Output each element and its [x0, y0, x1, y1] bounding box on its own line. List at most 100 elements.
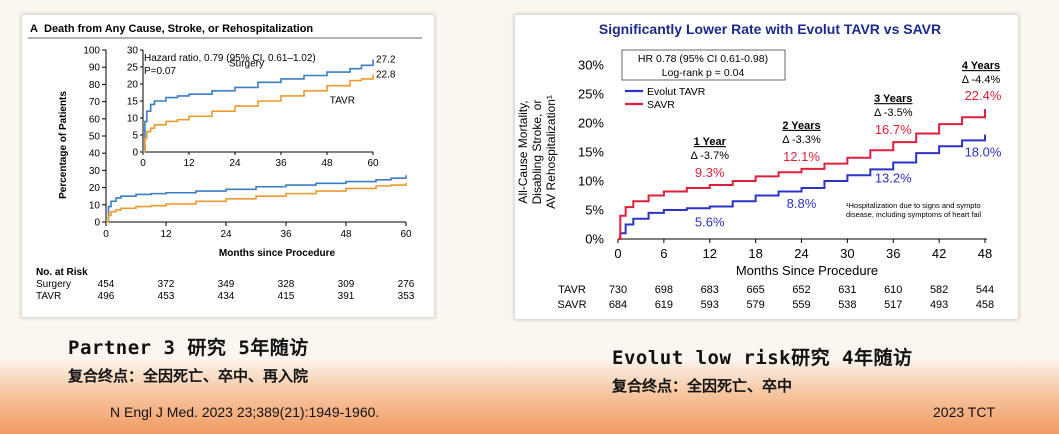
delta-year-label: 1 Year [694, 136, 727, 148]
x-tick-label: 36 [886, 246, 900, 261]
right-caption-title: Evolut low risk研究 4年随访 [612, 347, 913, 369]
chart-title: Death from Any Cause, Stroke, or Rehospi… [44, 23, 313, 35]
citation-text: N Engl J Med. 2023 23;389(21):1949-1960. [110, 404, 380, 420]
x-tick-label: 0 [614, 246, 621, 261]
y-tick-label: 50 [89, 132, 101, 143]
risk-cell: 517 [884, 299, 902, 311]
risk-row-label: SAVR [557, 299, 586, 311]
risk-cell: 683 [701, 284, 719, 296]
inset-y-tick-label: 15 [127, 97, 139, 108]
y-tick-label: 80 [89, 80, 101, 91]
series-line-savr [618, 109, 986, 240]
delta-value-label: Δ -3.7% [690, 150, 729, 162]
risk-cell: 610 [884, 284, 902, 296]
risk-cell: 698 [655, 284, 673, 296]
risk-table: TAVR 730 698 683 665 652 631 610 582 544 SAVR 684 61… [557, 284, 994, 311]
inset-background [143, 46, 413, 170]
risk-cell: 493 [930, 299, 948, 311]
series-line-surgery [106, 175, 407, 223]
risk-cell: 372 [158, 279, 175, 290]
y-tick-label: 25% [578, 87, 604, 102]
x-tick-label: 42 [932, 246, 946, 261]
tavr-value-label: 8.8% [787, 196, 817, 211]
x-axis-label: Months Since Procedure [736, 263, 878, 278]
y-tick-label: 100 [83, 46, 100, 57]
legend-label-savr: SAVR [647, 99, 675, 111]
inset-series-label-surgery: Surgery [229, 58, 264, 69]
savr-value-label: 16.7% [875, 122, 912, 137]
risk-cell: 684 [609, 299, 627, 311]
delta-year-label: 4 Years [962, 60, 1000, 72]
x-tick-label: 24 [220, 229, 232, 240]
main-plot: 0% 5% 10% 15% 20% 25% 30% 0 6 12 18 24 30 36 42 48 5.6% 8… [578, 58, 1002, 262]
y-axis-label-line: Disabling Stroke, or [530, 100, 544, 205]
tavr-value-label: 5.6% [695, 215, 725, 230]
risk-cell: 631 [838, 284, 856, 296]
tavr-value-label: 18.0% [965, 145, 1002, 160]
footnote-line-2: disease, including symptoms of heart fai… [846, 210, 981, 219]
inset-x-tick-label: 0 [140, 158, 146, 169]
hazard-ratio-text: Hazard ratio, 0.79 (95% CI, 0.61–1.02) [144, 53, 316, 64]
inset-series-label-tavr: TAVR [330, 96, 355, 107]
risk-cell: 353 [398, 291, 415, 302]
risk-cell: 579 [746, 299, 764, 311]
risk-cell: 309 [338, 279, 355, 290]
x-tick-label: 6 [660, 246, 667, 261]
risk-cell: 454 [98, 279, 115, 290]
risk-cell: 458 [976, 299, 994, 311]
inset-plot: 0 5 10 15 20 25 30 0 12 24 36 48 60 27.2 22.8 Surgery TA… [127, 46, 413, 170]
y-tick-label: 30% [578, 58, 604, 73]
y-axis-label-line: All-Cause Mortality, [516, 100, 530, 203]
savr-value-label: 9.3% [695, 165, 725, 180]
left-caption-title: Partner 3 研究 5年随访 [68, 337, 309, 359]
footnote-line-1: ¹Hospitalization due to signs and sympto [846, 201, 981, 210]
evolut-chart-panel: Significantly Lower Rate with Evolut TAV… [514, 14, 1019, 320]
series-line-evolut-tavr [618, 134, 986, 240]
delta-year-label: 3 Years [874, 93, 912, 105]
hr-box [621, 49, 786, 81]
y-axis-label: All-Cause Mortality, Disabling Stroke, or… [516, 95, 558, 209]
x-tick-label: 0 [103, 229, 109, 240]
inset-x-tick-label: 60 [367, 158, 379, 169]
inset-end-value-surgery: 27.2 [376, 55, 396, 66]
risk-cell: 496 [98, 291, 115, 302]
x-tick-label: 48 [340, 229, 352, 240]
risk-cell: 665 [746, 284, 764, 296]
delta-value-label: Δ -3.5% [874, 107, 913, 119]
risk-cell: 730 [609, 284, 627, 296]
tavr-value-label: 13.2% [875, 170, 912, 185]
right-caption-subtitle: 复合终点：全因死亡、卒中 [612, 377, 793, 395]
y-tick-label: 20% [578, 116, 604, 131]
x-tick-label: 48 [978, 246, 992, 261]
risk-row-label: Surgery [36, 279, 71, 290]
y-tick-label: 10% [578, 174, 604, 189]
risk-cell: 652 [792, 284, 810, 296]
x-tick-label: 12 [703, 246, 717, 261]
risk-cell: 619 [655, 299, 673, 311]
inset-end-value-tavr: 22.8 [376, 69, 396, 80]
delta-value-label: Δ -4.4% [962, 74, 1001, 86]
y-tick-label: 10 [89, 200, 101, 211]
inset-x-tick-label: 24 [229, 158, 241, 169]
y-tick-label: 90 [89, 63, 101, 74]
risk-table: Surgery 454 372 349 328 309 276 TAVR 496 453 434 41… [36, 279, 415, 302]
chart-title: Significantly Lower Rate with Evolut TAV… [599, 21, 941, 37]
y-tick-label: 30 [89, 166, 101, 177]
risk-row-label: TAVR [36, 291, 61, 302]
evolut-km-chart: Significantly Lower Rate with Evolut TAV… [516, 21, 1002, 311]
legend-label-tavr: Evolut TAVR [647, 86, 706, 98]
source-text: 2023 TCT [933, 404, 995, 420]
risk-cell: 453 [158, 291, 175, 302]
risk-cell: 582 [930, 284, 948, 296]
y-tick-label: 70 [89, 97, 101, 108]
y-tick-label: 15% [578, 145, 604, 160]
y-tick-label: 0 [94, 218, 100, 229]
inset-series-line-tavr [143, 74, 374, 153]
risk-cell: 415 [278, 291, 295, 302]
risk-cell: 538 [838, 299, 856, 311]
inset-y-tick-label: 20 [127, 80, 139, 91]
inset-x-tick-label: 36 [275, 158, 287, 169]
y-tick-label: 20 [89, 183, 101, 194]
delta-year-label: 2 Years [782, 120, 820, 132]
